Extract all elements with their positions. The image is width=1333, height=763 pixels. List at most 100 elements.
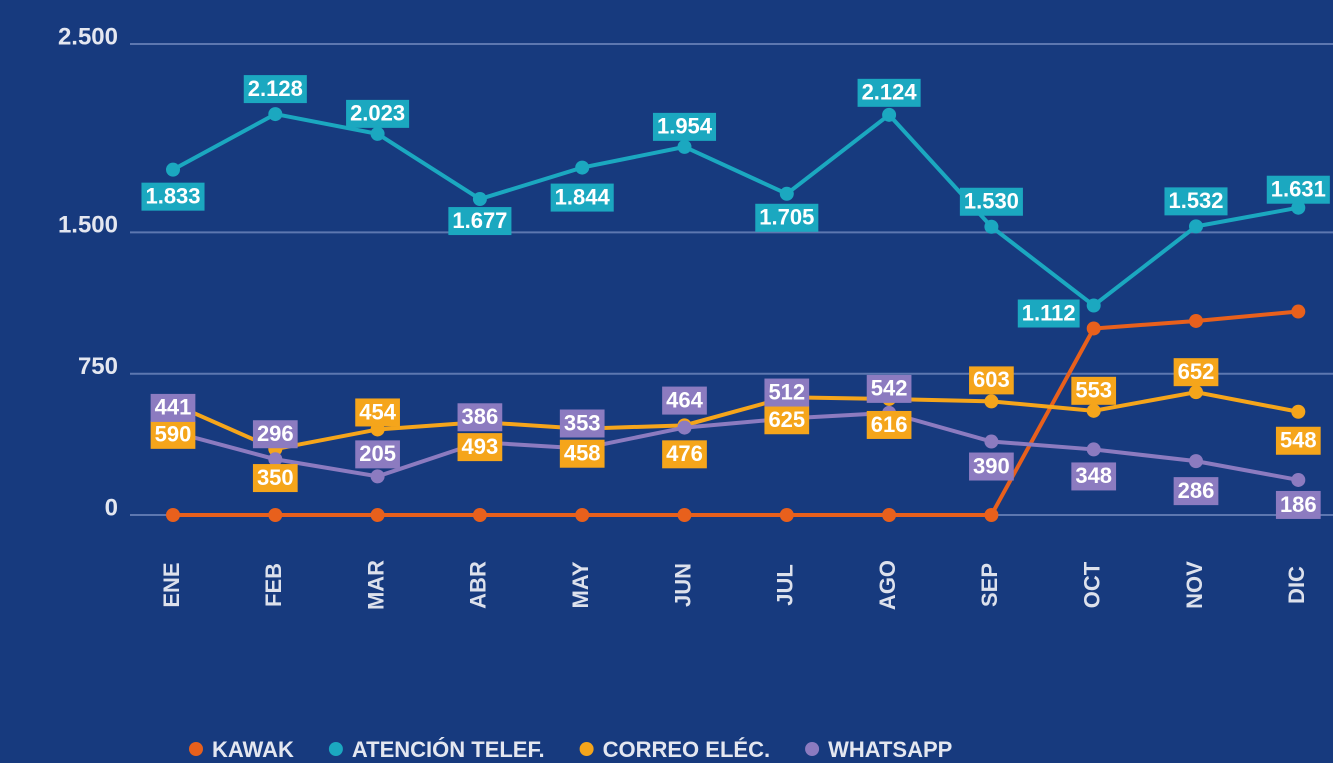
data-label-box: [866, 410, 912, 439]
x-tick-label: MAY: [568, 561, 593, 608]
x-tick-label: OCT: [1080, 561, 1105, 608]
point: [1291, 472, 1306, 487]
legend-label: KAWAK: [212, 737, 294, 762]
data-label-box: [959, 187, 1023, 216]
data-label-box: [243, 75, 307, 104]
data-label: 2.128: [248, 76, 303, 101]
data-label-group: 1.631: [1266, 175, 1330, 204]
data-label: 454: [359, 399, 396, 424]
data-label-group: 1.530: [959, 187, 1023, 216]
data-label-box: [1173, 477, 1219, 506]
data-label-box: [857, 78, 921, 107]
data-label-box: [1071, 376, 1117, 405]
series-line: [172, 410, 1299, 482]
point: [166, 508, 180, 522]
data-label-group: 205: [355, 440, 400, 469]
data-label-group: 286: [1173, 477, 1219, 506]
data-label: 590: [155, 422, 192, 447]
point: [677, 420, 692, 435]
data-label-box: [559, 439, 605, 468]
data-label: 1.631: [1271, 177, 1326, 202]
data-label-group: 458: [559, 439, 605, 468]
point: [882, 508, 897, 522]
data-label-group: 186: [1275, 490, 1321, 519]
series-line: [173, 309, 1299, 517]
data-label: 548: [1280, 428, 1317, 453]
data-label: 350: [257, 465, 294, 490]
data-label: 542: [871, 376, 908, 401]
data-label-box: [448, 207, 512, 236]
data-label-box: [252, 464, 298, 493]
data-label-group: 464: [662, 386, 707, 415]
data-label-group: 1.954: [652, 112, 717, 141]
data-label: 625: [768, 407, 805, 432]
point: [575, 160, 590, 175]
point: [1086, 298, 1101, 313]
data-label-group: 616: [866, 410, 912, 439]
data-label: 1.112: [1022, 300, 1076, 325]
series-line: [172, 111, 1299, 309]
x-tick-label: NOV: [1182, 561, 1207, 609]
data-label: 652: [1178, 359, 1215, 384]
data-label-group: 1.677: [448, 207, 512, 236]
data-label-box: [457, 403, 503, 432]
legend-marker: [805, 742, 820, 756]
data-label-box: [252, 420, 298, 449]
y-tick-label: 0: [105, 494, 118, 521]
data-label-box: [355, 440, 400, 469]
data-label: 286: [1178, 478, 1215, 503]
data-label-box: [150, 420, 196, 449]
data-label: 553: [1075, 378, 1112, 403]
point: [1086, 403, 1101, 418]
legend-label: ATENCIÓN TELEF.: [352, 737, 545, 762]
data-label-group: 542: [866, 374, 912, 403]
data-label-group: 353: [559, 409, 605, 438]
data-label: 1.530: [964, 189, 1019, 214]
data-label: 296: [257, 421, 294, 446]
point: [472, 192, 487, 207]
point: [1086, 442, 1101, 457]
point: [268, 107, 283, 122]
legend-label: CORREO ELÉC.: [603, 737, 770, 762]
x-tick-label: MAR: [363, 560, 388, 610]
x-tick-label: JUN: [670, 563, 695, 607]
data-label-box: [1275, 490, 1321, 519]
data-label-box: [346, 99, 410, 128]
data-label-group: 603: [969, 366, 1014, 395]
point: [1291, 404, 1306, 419]
data-label-box: [141, 182, 205, 211]
data-label: 1.705: [759, 205, 814, 230]
data-label-box: [150, 393, 196, 422]
legend-marker: [579, 742, 594, 756]
x-tick-label: FEB: [261, 563, 286, 607]
point: [1189, 313, 1203, 328]
point: [166, 162, 180, 177]
legend-label: WHATSAPP: [828, 737, 952, 762]
x-tick-label: ENE: [159, 562, 184, 607]
legend-marker: [328, 742, 343, 756]
x-tick-label: AGO: [875, 560, 900, 610]
data-label-group: 493: [457, 433, 503, 462]
data-label-box: [662, 440, 707, 469]
data-label-group: 548: [1275, 426, 1321, 455]
data-label-group: 1.705: [755, 203, 819, 232]
point: [268, 508, 283, 522]
data-label-group: 2.128: [243, 75, 307, 104]
data-label-group: 441: [150, 393, 196, 422]
point: [677, 508, 692, 522]
data-label-box: [652, 112, 717, 141]
data-label: 390: [973, 453, 1010, 478]
point: [677, 139, 692, 154]
data-label-box: [1071, 462, 1117, 491]
data-label-box: [457, 433, 503, 462]
data-label: 464: [666, 387, 703, 412]
data-label: 1.677: [452, 208, 507, 233]
series-line: [172, 390, 1299, 452]
data-label: 603: [973, 367, 1010, 392]
x-tick-label: SEP: [977, 563, 1002, 607]
data-label-group: 296: [252, 420, 298, 449]
data-label-group: 390: [969, 452, 1014, 481]
data-label: 1.844: [555, 184, 611, 209]
data-label-group: 1.112: [1017, 299, 1080, 328]
